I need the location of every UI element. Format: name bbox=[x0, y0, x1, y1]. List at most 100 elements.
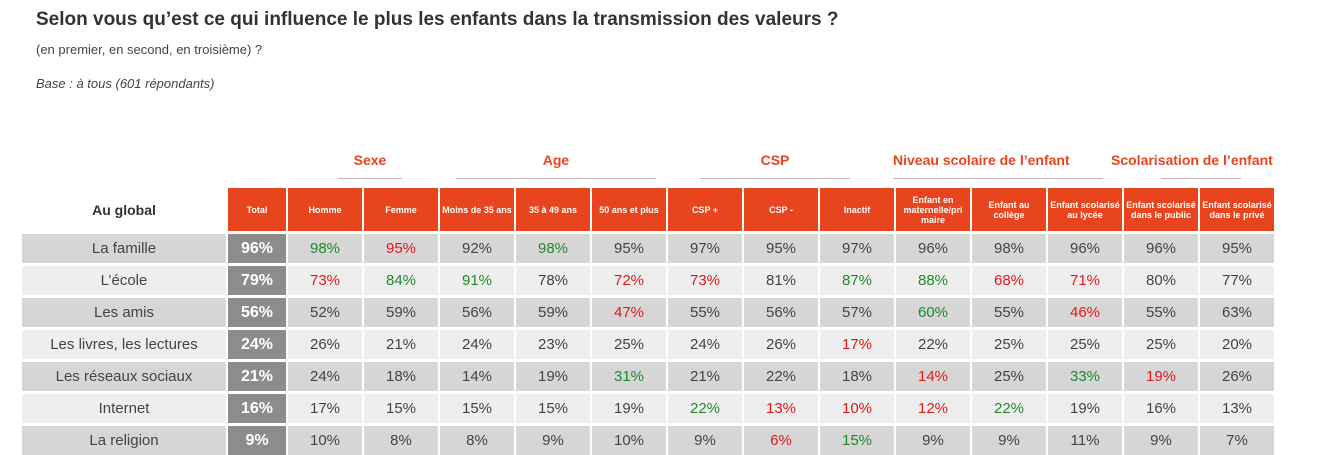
value-cell: 72% bbox=[592, 266, 666, 295]
group-scolarisation: Scolarisation de l’enfant bbox=[1111, 152, 1306, 182]
value-cell: 16% bbox=[1124, 394, 1198, 423]
base-note: Base : à tous (601 répondants) bbox=[36, 76, 215, 91]
value-cell: 25% bbox=[1124, 330, 1198, 359]
row-spacer bbox=[22, 423, 1274, 426]
column-header: Enfant scolarisé dans le privé bbox=[1200, 188, 1274, 231]
row-spacer bbox=[22, 391, 1274, 394]
value-cell: 68% bbox=[972, 266, 1046, 295]
column-header: Homme bbox=[288, 188, 362, 231]
value-cell: 15% bbox=[820, 426, 894, 455]
value-cell: 73% bbox=[288, 266, 362, 295]
column-header: CSP - bbox=[744, 188, 818, 231]
column-header: Enfant en maternelle/pri maire bbox=[896, 188, 970, 231]
value-cell: 23% bbox=[516, 330, 590, 359]
value-cell: 6% bbox=[744, 426, 818, 455]
total-cell: 16% bbox=[228, 394, 286, 423]
value-cell: 17% bbox=[288, 394, 362, 423]
value-cell: 24% bbox=[440, 330, 514, 359]
row-label: La famille bbox=[22, 234, 226, 263]
value-cell: 97% bbox=[668, 234, 742, 263]
value-cell: 84% bbox=[364, 266, 438, 295]
value-cell: 22% bbox=[896, 330, 970, 359]
value-cell: 25% bbox=[592, 330, 666, 359]
value-cell: 19% bbox=[592, 394, 666, 423]
value-cell: 21% bbox=[364, 330, 438, 359]
row-label: Les livres, les lectures bbox=[22, 330, 226, 359]
value-cell: 97% bbox=[820, 234, 894, 263]
value-cell: 55% bbox=[972, 298, 1046, 327]
column-header: 35 à 49 ans bbox=[516, 188, 590, 231]
table-row: La religion 9% 10% 8% 8% 9% 10% 9% 6% 15% 9% 9% 11% 9… bbox=[22, 426, 1274, 455]
value-cell: 10% bbox=[820, 394, 894, 423]
value-cell: 8% bbox=[440, 426, 514, 455]
value-cell: 55% bbox=[1124, 298, 1198, 327]
subtitle: (en premier, en second, en troisième) ? bbox=[36, 42, 263, 57]
value-cell: 11% bbox=[1048, 426, 1122, 455]
group-label: Sexe bbox=[353, 152, 387, 168]
group-label: CSP bbox=[760, 152, 790, 168]
value-cell: 25% bbox=[972, 330, 1046, 359]
row-label: Les amis bbox=[22, 298, 226, 327]
value-cell: 71% bbox=[1048, 266, 1122, 295]
table-body: La famille 96% 98% 95% 92% 98% 95% 97% 95% 97% 96%… bbox=[22, 231, 1274, 455]
value-cell: 19% bbox=[1048, 394, 1122, 423]
value-cell: 46% bbox=[1048, 298, 1122, 327]
column-header: Inactif bbox=[820, 188, 894, 231]
value-cell: 26% bbox=[1200, 362, 1274, 391]
value-cell: 26% bbox=[744, 330, 818, 359]
value-cell: 96% bbox=[1048, 234, 1122, 263]
column-header: 50 ans et plus bbox=[592, 188, 666, 231]
column-header: Total bbox=[228, 188, 286, 231]
value-cell: 9% bbox=[668, 426, 742, 455]
value-cell: 15% bbox=[440, 394, 514, 423]
value-cell: 92% bbox=[440, 234, 514, 263]
value-cell: 77% bbox=[1200, 266, 1274, 295]
table-row: L’école 79% 73% 84% 91% 78% 72% 73% 81% 87% 88% 68%… bbox=[22, 266, 1274, 295]
value-cell: 98% bbox=[516, 234, 590, 263]
row-spacer bbox=[22, 231, 1274, 234]
total-cell: 56% bbox=[228, 298, 286, 327]
value-cell: 73% bbox=[668, 266, 742, 295]
value-cell: 20% bbox=[1200, 330, 1274, 359]
value-cell: 98% bbox=[288, 234, 362, 263]
row-label: La religion bbox=[22, 426, 226, 455]
value-cell: 81% bbox=[744, 266, 818, 295]
table-row: Internet 16% 17% 15% 15% 15% 19% 22% 13% 10% 12% 22… bbox=[22, 394, 1274, 423]
row-label: L’école bbox=[22, 266, 226, 295]
total-cell: 79% bbox=[228, 266, 286, 295]
value-cell: 15% bbox=[364, 394, 438, 423]
value-cell: 57% bbox=[820, 298, 894, 327]
value-cell: 63% bbox=[1200, 298, 1274, 327]
corner-label: Au global bbox=[22, 188, 226, 231]
column-header: Enfant scolarisé au lycée bbox=[1048, 188, 1122, 231]
group-label: Age bbox=[542, 152, 570, 168]
row-spacer bbox=[22, 295, 1274, 298]
value-cell: 95% bbox=[592, 234, 666, 263]
value-cell: 14% bbox=[440, 362, 514, 391]
header-row: Au global Total Homme Femme Moins de 35 ans… bbox=[22, 188, 1274, 231]
page-title: Selon vous qu’est ce qui influence le pl… bbox=[36, 9, 839, 30]
value-cell: 55% bbox=[668, 298, 742, 327]
table-row: Les réseaux sociaux 21% 24% 18% 14% 19% 31% 21%… bbox=[22, 362, 1274, 391]
row-label: Internet bbox=[22, 394, 226, 423]
value-cell: 56% bbox=[440, 298, 514, 327]
value-cell: 25% bbox=[972, 362, 1046, 391]
column-header: CSP + bbox=[668, 188, 742, 231]
value-cell: 18% bbox=[820, 362, 894, 391]
total-cell: 96% bbox=[228, 234, 286, 263]
value-cell: 10% bbox=[288, 426, 362, 455]
value-cell: 31% bbox=[592, 362, 666, 391]
group-age: Age bbox=[456, 152, 656, 182]
group-label: Niveau scolaire de l’enfant bbox=[893, 152, 1070, 168]
value-cell: 25% bbox=[1048, 330, 1122, 359]
column-header: Femme bbox=[364, 188, 438, 231]
value-cell: 13% bbox=[744, 394, 818, 423]
value-cell: 95% bbox=[1200, 234, 1274, 263]
row-spacer bbox=[22, 327, 1274, 330]
value-cell: 78% bbox=[516, 266, 590, 295]
column-header: Moins de 35 ans bbox=[440, 188, 514, 231]
value-cell: 9% bbox=[896, 426, 970, 455]
value-cell: 24% bbox=[668, 330, 742, 359]
value-cell: 56% bbox=[744, 298, 818, 327]
value-cell: 13% bbox=[1200, 394, 1274, 423]
